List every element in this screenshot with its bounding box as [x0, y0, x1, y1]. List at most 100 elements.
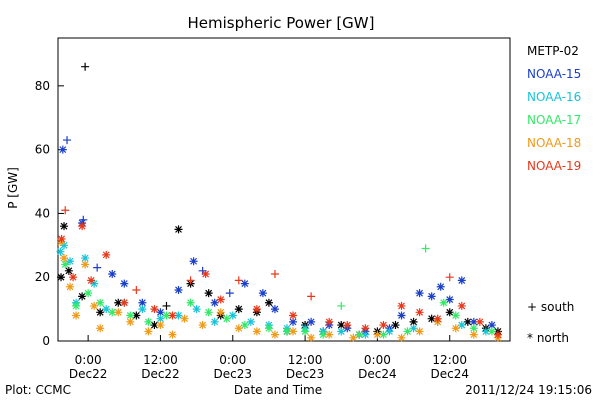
data-point-noaa-15 — [156, 308, 165, 317]
plot-frame — [57, 37, 511, 342]
data-point-noaa-15 — [436, 282, 445, 291]
data-point-metp-02 — [162, 301, 171, 310]
data-point-noaa-17 — [301, 327, 310, 336]
data-point-metp-02 — [174, 225, 183, 234]
data-point-noaa-16 — [66, 257, 75, 266]
data-point-noaa-19 — [168, 311, 177, 320]
data-point-noaa-18 — [96, 324, 105, 333]
x-tick-time-label: 12:00 — [432, 353, 467, 367]
data-point-noaa-19 — [201, 270, 210, 279]
marker-key-north: * north — [527, 331, 569, 345]
data-point-noaa-19 — [234, 276, 243, 285]
data-point-noaa-17 — [72, 301, 81, 310]
data-point-noaa-18 — [60, 254, 69, 263]
legend-item-noaa-16: NOAA-16 — [527, 90, 581, 104]
x-axis-label: Date and Time — [234, 383, 322, 397]
data-point-noaa-19 — [120, 298, 129, 307]
data-point-metp-02 — [96, 308, 105, 317]
data-point-noaa-19 — [216, 295, 225, 304]
data-point-noaa-15 — [58, 145, 67, 154]
y-axis-label: P [GW] — [6, 167, 20, 209]
x-tick-date-label: Dec22 — [69, 367, 108, 381]
data-point-noaa-18 — [156, 321, 165, 330]
data-point-noaa-18 — [373, 330, 382, 339]
data-point-noaa-18 — [289, 327, 298, 336]
data-point-noaa-19 — [270, 270, 279, 279]
data-point-noaa-18 — [397, 333, 406, 342]
data-point-metp-02 — [60, 222, 69, 231]
data-point-metp-02 — [409, 317, 418, 326]
data-point-noaa-15 — [240, 279, 249, 288]
data-point-noaa-18 — [114, 308, 123, 317]
data-point-noaa-18 — [469, 330, 478, 339]
data-point-noaa-15 — [138, 298, 147, 307]
marker-key: + south * north — [527, 300, 574, 345]
data-point-metp-02 — [234, 305, 243, 314]
data-point-noaa-17 — [204, 308, 213, 317]
data-point-noaa-15 — [289, 317, 298, 326]
data-point-metp-02 — [114, 298, 123, 307]
data-point-noaa-19 — [61, 206, 70, 215]
data-point-noaa-15 — [415, 289, 424, 298]
data-point-noaa-18 — [307, 333, 316, 342]
data-point-noaa-15 — [445, 295, 454, 304]
data-point-noaa-19 — [78, 222, 87, 231]
data-point-metp-02 — [445, 308, 454, 317]
data-point-noaa-15 — [93, 263, 102, 272]
x-axis-ticks: 0:00Dec2212:00Dec220:00Dec2312:00Dec230:… — [69, 335, 469, 381]
x-tick-date-label: Dec23 — [286, 367, 325, 381]
data-point-metp-02 — [391, 321, 400, 330]
data-point-noaa-17 — [319, 330, 328, 339]
data-point-noaa-19 — [289, 311, 298, 320]
data-point-noaa-16 — [102, 305, 111, 314]
data-point-noaa-19 — [325, 317, 334, 326]
data-point-noaa-16 — [409, 324, 418, 333]
x-tick-time-label: 12:00 — [143, 353, 178, 367]
data-point-noaa-17 — [84, 289, 93, 298]
data-point-noaa-15 — [210, 298, 219, 307]
data-point-noaa-18 — [81, 260, 90, 269]
data-point-noaa-19 — [132, 285, 141, 294]
data-point-noaa-16 — [210, 317, 219, 326]
data-point-noaa-15 — [174, 285, 183, 294]
data-point-noaa-19 — [186, 276, 195, 285]
data-point-noaa-16 — [156, 314, 165, 323]
data-point-noaa-15 — [63, 136, 72, 145]
data-point-noaa-17 — [222, 314, 231, 323]
data-point-noaa-18 — [234, 324, 243, 333]
y-tick-label: 80 — [35, 79, 50, 93]
data-point-noaa-16 — [228, 311, 237, 320]
data-point-noaa-17 — [439, 298, 448, 307]
data-point-noaa-17 — [469, 324, 478, 333]
data-point-noaa-19 — [415, 308, 424, 317]
data-point-noaa-16 — [361, 330, 370, 339]
data-point-metp-02 — [64, 266, 73, 275]
data-point-metp-02 — [57, 273, 66, 282]
data-point-noaa-18 — [216, 308, 225, 317]
data-point-noaa-17 — [451, 311, 460, 320]
x-tick-time-label: 0:00 — [75, 353, 102, 367]
data-point-noaa-16 — [174, 311, 183, 320]
data-point-metp-02 — [132, 311, 141, 320]
data-point-noaa-16 — [60, 241, 69, 250]
data-point-noaa-15 — [469, 317, 478, 326]
data-point-metp-02 — [204, 289, 213, 298]
x-tick-date-label: Dec22 — [141, 367, 180, 381]
data-point-noaa-16 — [481, 327, 490, 336]
data-point-noaa-15 — [225, 289, 234, 298]
data-point-noaa-17 — [487, 327, 496, 336]
data-point-noaa-17 — [379, 330, 388, 339]
data-point-noaa-17 — [337, 301, 346, 310]
data-point-noaa-19 — [445, 273, 454, 282]
legend-item-noaa-18: NOAA-18 — [527, 136, 581, 150]
x-tick-date-label: Dec24 — [358, 367, 397, 381]
data-point-noaa-18 — [66, 282, 75, 291]
data-point-noaa-18 — [415, 327, 424, 336]
data-point-noaa-15 — [258, 289, 267, 298]
legend-item-noaa-17: NOAA-17 — [527, 113, 581, 127]
data-point-noaa-17 — [61, 260, 70, 269]
data-point-noaa-15 — [270, 305, 279, 314]
data-point-noaa-19 — [343, 321, 352, 330]
data-point-noaa-19 — [433, 314, 442, 323]
